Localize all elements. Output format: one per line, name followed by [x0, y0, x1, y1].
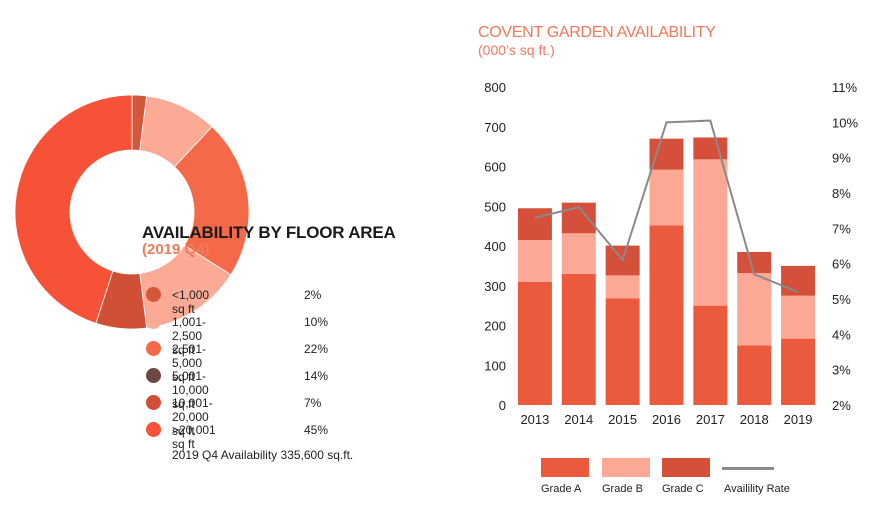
- bar-grade-c-2017: [693, 137, 728, 160]
- legend-line-swatch: [722, 467, 774, 470]
- bar-chart-legend: Grade A Grade B Grade C Availility Rate: [0, 458, 869, 498]
- donut-chart-subtitle: (2019 Q4): [142, 241, 210, 258]
- bar-chart-subtitle: (000’s sq ft.): [478, 42, 555, 58]
- bar-chart: 0 100 200 300 400 500 600 700 800 2% 3% 4% 5% 6% 7% 8% 9…: [484, 80, 858, 427]
- legend-swatch: [541, 458, 589, 477]
- bar-grade-a-2018: [737, 345, 772, 405]
- y-axis-tick-label: 800: [484, 80, 506, 95]
- donut-slice-6: [14, 94, 133, 324]
- legend-label: Grade A: [541, 483, 582, 495]
- y2-axis-tick-label: 8%: [832, 186, 851, 201]
- x-axis-tick-label: 2013: [520, 412, 549, 427]
- donut-chart: [14, 94, 250, 330]
- y2-axis-tick-label: 10%: [832, 115, 858, 130]
- legend-swatch: [662, 458, 710, 477]
- legend-percent: 45%: [304, 423, 329, 437]
- y2-axis-tick-label: 7%: [832, 221, 851, 236]
- legend-label: Grade B: [602, 483, 643, 495]
- legend-swatch: [146, 287, 161, 302]
- legend-label: 5,001-10,000 sq ft: [172, 369, 209, 411]
- legend-percent: 2%: [304, 288, 322, 302]
- legend-swatch: [146, 395, 161, 410]
- bar-grade-b-2016: [649, 169, 684, 226]
- bar-grade-a-2015: [605, 298, 640, 405]
- legend-swatch: [146, 341, 161, 356]
- legend-swatch: [146, 368, 161, 383]
- legend-swatch: [146, 314, 161, 329]
- bar-grade-a-2014: [561, 273, 596, 405]
- x-axis-tick-label: 2014: [564, 412, 593, 427]
- y-axis-tick-label: 200: [484, 319, 506, 334]
- x-axis-tick-label: 2016: [652, 412, 681, 427]
- bar-grade-b-2018: [737, 273, 772, 346]
- y-axis-tick-label: 500: [484, 199, 506, 214]
- y-axis-tick-label: 700: [484, 120, 506, 135]
- y-axis-tick-label: 300: [484, 279, 506, 294]
- bar-grade-c-2013: [517, 208, 552, 241]
- y-axis-tick-label: 400: [484, 239, 506, 254]
- y2-axis-tick-label: 4%: [832, 327, 851, 342]
- bar-grade-b-2015: [605, 275, 640, 299]
- bar-grade-b-2013: [517, 240, 552, 282]
- bar-grade-a-2019: [781, 338, 816, 405]
- bar-grade-b-2019: [781, 295, 816, 339]
- y2-axis-tick-label: 11%: [832, 80, 857, 95]
- y2-axis-tick-label: 2%: [832, 398, 851, 413]
- availability-rate-line: [534, 119, 799, 293]
- legend-label: Availility Rate: [724, 483, 790, 495]
- legend-percent: 14%: [304, 369, 329, 383]
- bar-grade-a-2017: [693, 305, 728, 405]
- y-axis-tick-label: 100: [484, 358, 506, 373]
- legend-swatch: [146, 422, 161, 437]
- donut-total-availability: 2019 Q4 Availability 335,600 sq.ft.: [172, 448, 354, 462]
- x-axis-tick-label: 2018: [740, 412, 769, 427]
- y-axis-tick-label: 600: [484, 160, 506, 175]
- legend-percent: 22%: [304, 342, 329, 356]
- bar-chart-title: COVENT GARDEN AVAILABILITY: [478, 24, 716, 41]
- legend-label: 10,001-20,000 sq ft: [172, 396, 213, 438]
- bar-grade-c-2016: [649, 138, 684, 170]
- y2-axis-tick-label: 5%: [832, 292, 851, 307]
- legend-label: <1,000 sq ft: [172, 288, 210, 316]
- bar-grade-b-2017: [693, 159, 728, 306]
- y2-axis-tick-label: 6%: [832, 257, 851, 272]
- legend-label: 2,501-5,000 sq ft: [172, 342, 207, 384]
- donut-chart-title: AVAILABILITY BY FLOOR AREA: [142, 223, 396, 242]
- y2-axis-tick-label: 9%: [832, 151, 851, 166]
- y-axis-tick-label: 0: [499, 398, 506, 413]
- legend-label: Grade C: [662, 483, 704, 495]
- bar-grade-c-2019: [781, 265, 816, 296]
- bar-grade-b-2014: [561, 233, 596, 274]
- legend-label: >20,001 sq ft: [172, 423, 216, 451]
- bar-grade-a-2016: [649, 225, 684, 405]
- x-axis-tick-label: 2019: [784, 412, 813, 427]
- legend-label: 1,001-2,500 sq ft: [172, 315, 207, 357]
- x-axis-tick-label: 2017: [696, 412, 725, 427]
- x-axis-tick-label: 2015: [608, 412, 637, 427]
- bar-grade-a-2013: [517, 281, 552, 405]
- bar-grade-c-2018: [737, 251, 772, 274]
- legend-swatch: [602, 458, 650, 477]
- legend-percent: 10%: [304, 315, 329, 329]
- y2-axis-tick-label: 3%: [832, 363, 851, 378]
- legend-percent: 7%: [304, 396, 322, 410]
